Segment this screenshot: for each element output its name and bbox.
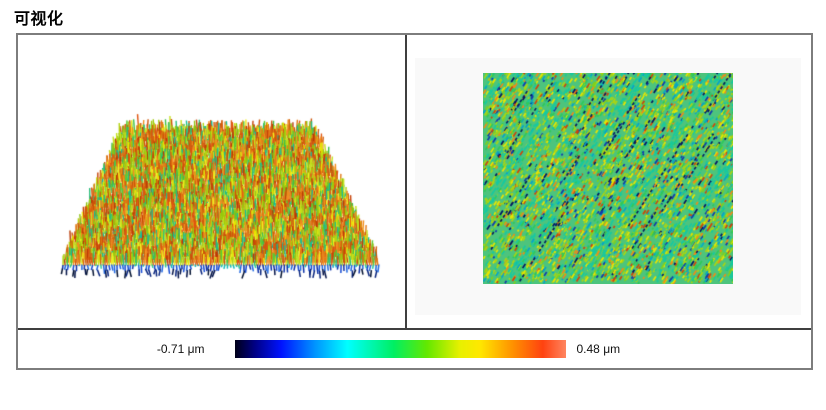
color-scale-bar: [234, 340, 566, 358]
panel-3d-view: [18, 35, 407, 328]
height-map-2d-plot[interactable]: [483, 73, 733, 284]
view-panels: [18, 35, 811, 328]
page-title: 可视化: [14, 11, 64, 28]
panel-2d-view: [407, 35, 811, 328]
scale-separator: [18, 328, 811, 330]
surface-3d-plot[interactable]: [18, 35, 405, 328]
scale-max-label: 0.48 μm: [576, 342, 621, 356]
visualization-frame: -0.71 μm 0.48 μm: [16, 33, 813, 370]
scale-min-label: -0.71 μm: [156, 342, 205, 356]
color-scale-row: -0.71 μm 0.48 μm: [18, 330, 811, 368]
